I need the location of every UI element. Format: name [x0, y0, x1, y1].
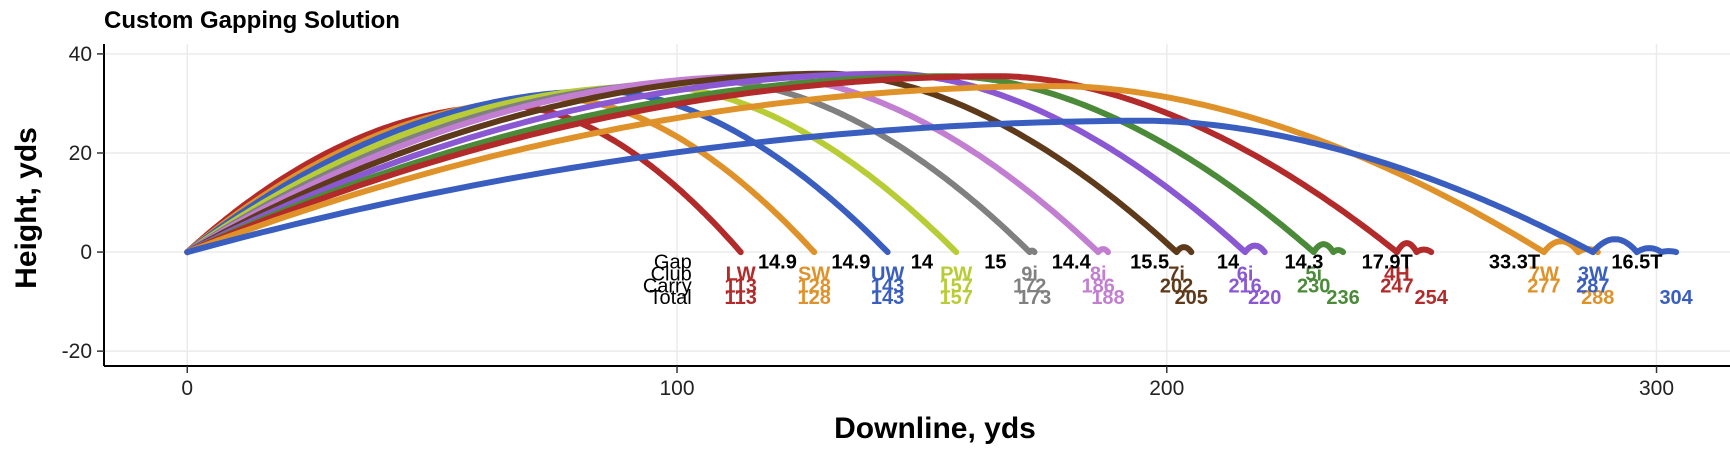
club-label: 6i	[1237, 263, 1254, 285]
row-label-total: Total	[649, 287, 691, 309]
carry-value: 186	[1082, 275, 1115, 297]
total-value: 288	[1581, 287, 1614, 309]
club-label: SW	[798, 263, 830, 285]
gap-value: 17.9T	[1362, 251, 1413, 273]
gap-value: 14.3	[1284, 251, 1323, 273]
trajectory-4H	[184, 73, 1435, 256]
x-tick-label: 0	[181, 377, 193, 400]
trajectory-5i	[184, 73, 1347, 256]
x-tick-label: 200	[1149, 377, 1184, 400]
row-label-gap: Gap	[654, 251, 692, 273]
gap-value: 14.9	[758, 251, 797, 273]
gap-value: 15	[984, 251, 1006, 273]
carry-value: 157	[939, 275, 972, 297]
total-value: 304	[1659, 287, 1693, 309]
total-value: 254	[1415, 287, 1449, 309]
club-table: GapClubCarryTotalLW113113SW128128UW14314…	[643, 251, 1694, 309]
trajectory-3W	[184, 117, 1680, 256]
carry-value: 128	[797, 275, 830, 297]
carry-value: 230	[1297, 275, 1330, 297]
carry-value: 216	[1228, 275, 1261, 297]
club-label: 5i	[1305, 263, 1322, 285]
y-axis-title: Height, yds	[10, 127, 43, 289]
y-tick-label: 40	[69, 43, 92, 66]
gap-value: 14	[911, 251, 934, 273]
club-label: PW	[940, 263, 972, 285]
x-tick-label: 100	[659, 377, 694, 400]
carry-value: 287	[1576, 275, 1609, 297]
y-tick-label: 20	[69, 142, 92, 165]
total-value: 205	[1175, 287, 1208, 309]
gap-value: 15.5	[1130, 251, 1169, 273]
gap-value: 14.4	[1052, 251, 1092, 273]
total-value: 173	[1018, 287, 1051, 309]
club-label: UW	[871, 263, 904, 285]
total-value: 157	[939, 287, 972, 309]
club-label: 8i	[1090, 263, 1107, 285]
carry-value: 247	[1380, 275, 1413, 297]
club-label: 7W	[1529, 263, 1559, 285]
gap-value: 33.3T	[1489, 251, 1540, 273]
total-value: 188	[1091, 287, 1124, 309]
club-label: LW	[726, 263, 756, 285]
total-value: 236	[1326, 287, 1359, 309]
total-value: 143	[871, 287, 904, 309]
row-label-carry: Carry	[643, 275, 692, 297]
carry-value: 172	[1013, 275, 1046, 297]
gap-value: 16.5T	[1611, 251, 1662, 273]
y-tick-label: 0	[80, 241, 92, 264]
carry-value: 277	[1527, 275, 1560, 297]
trajectory-curves	[184, 70, 1680, 256]
total-value: 128	[797, 287, 830, 309]
trajectory-7W	[184, 83, 1601, 256]
carry-value: 202	[1160, 275, 1193, 297]
club-label: 7i	[1168, 263, 1185, 285]
club-label: 3W	[1578, 263, 1608, 285]
gap-value: 14	[1217, 251, 1240, 273]
carry-value: 113	[725, 275, 757, 297]
carry-value: 143	[871, 275, 904, 297]
y-tick-label: -20	[62, 340, 92, 363]
chart-title: Custom Gapping Solution	[104, 7, 400, 34]
x-tick-label: 300	[1639, 377, 1674, 400]
gap-value: 14.9	[831, 251, 870, 273]
row-label-club: Club	[651, 263, 692, 285]
club-label: 4H	[1384, 263, 1410, 285]
axes: 0 100 200 300 -20 0 20 40	[62, 43, 1730, 400]
club-label: 9i	[1021, 263, 1038, 285]
total-value: 113	[725, 287, 757, 309]
total-value: 220	[1248, 287, 1281, 309]
x-axis-title: Downline, yds	[834, 412, 1036, 445]
